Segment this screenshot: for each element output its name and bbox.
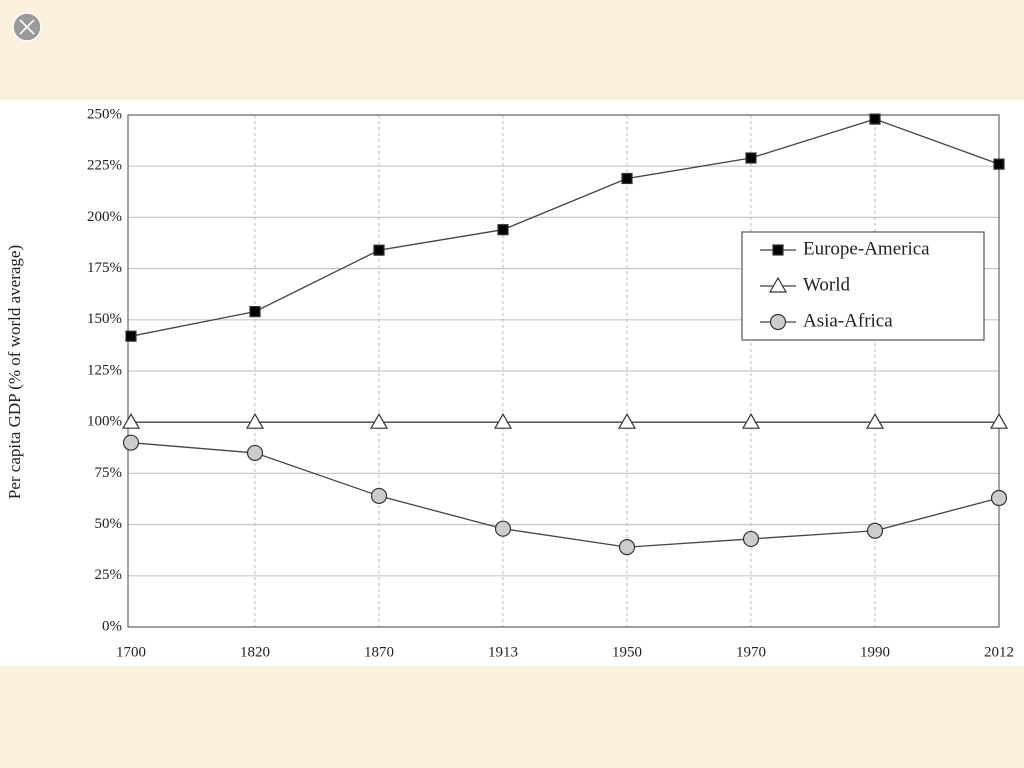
y-tick-label: 150% xyxy=(87,311,122,327)
data-point xyxy=(246,444,264,462)
y-tick-label: 75% xyxy=(95,465,123,481)
data-point xyxy=(122,434,140,451)
image xyxy=(0,100,1024,666)
y-tick-label: 50% xyxy=(95,516,123,532)
x-tick-label: 1970 xyxy=(736,644,766,660)
y-tick-label: 0% xyxy=(102,618,122,634)
data-point xyxy=(249,306,261,318)
x-tick-label: 1990 xyxy=(860,644,890,660)
x-tick-label: 1700 xyxy=(116,644,146,660)
plot-frame xyxy=(127,114,1000,628)
legend-marker xyxy=(769,313,787,331)
legend-marker xyxy=(768,276,788,293)
data-point xyxy=(745,152,757,164)
x-tick-label: 1913 xyxy=(488,644,518,660)
x-tick-label: 1820 xyxy=(240,644,270,660)
y-tick-label: 200% xyxy=(87,209,122,225)
legend-marker xyxy=(772,244,784,256)
plot: 0% 25% 50% 75% 100% 125% 150% 175% 200% 225% 250% 1… xyxy=(87,106,1014,660)
y-tick-label: 25% xyxy=(95,567,123,583)
y-axis-label: Per capita GDP (% of world average) xyxy=(5,245,24,499)
y-tick-label: 225% xyxy=(87,158,122,174)
legend: Europe-America World Asia-Africa xyxy=(741,231,985,341)
x-tick-label: 2012 xyxy=(984,644,1014,660)
data-point xyxy=(497,224,509,236)
legend-label: Asia-Africa xyxy=(803,310,893,331)
y-tick-label: 125% xyxy=(87,362,122,378)
data-point xyxy=(866,522,884,539)
series-line xyxy=(130,442,1000,548)
y-tick-label: 175% xyxy=(87,260,122,276)
data-point xyxy=(741,412,761,429)
data-point xyxy=(993,158,1005,170)
data-point xyxy=(990,489,1008,507)
x-tick-label: 1950 xyxy=(612,644,642,660)
legend-label: World xyxy=(803,274,851,295)
data-point xyxy=(125,330,137,342)
close-icon[interactable] xyxy=(19,19,35,35)
y-tick-label: 100% xyxy=(87,414,122,430)
data-point xyxy=(617,412,637,429)
data-point xyxy=(245,412,265,429)
data-point xyxy=(373,244,385,256)
data-point xyxy=(369,412,389,429)
data-point xyxy=(493,412,513,429)
data-point xyxy=(370,487,388,505)
data-point xyxy=(618,539,636,556)
close-button[interactable] xyxy=(12,12,42,42)
data-point xyxy=(742,530,760,548)
data-point xyxy=(121,412,141,429)
data-point xyxy=(621,172,633,185)
data-point xyxy=(494,520,512,537)
data-point xyxy=(865,412,885,429)
data-point xyxy=(989,412,1009,429)
y-tick-label: 250% xyxy=(87,106,122,122)
legend-label: Europe-America xyxy=(803,238,930,259)
data-point xyxy=(869,113,881,125)
x-tick-label: 1870 xyxy=(364,644,394,660)
series-line xyxy=(130,118,1000,337)
